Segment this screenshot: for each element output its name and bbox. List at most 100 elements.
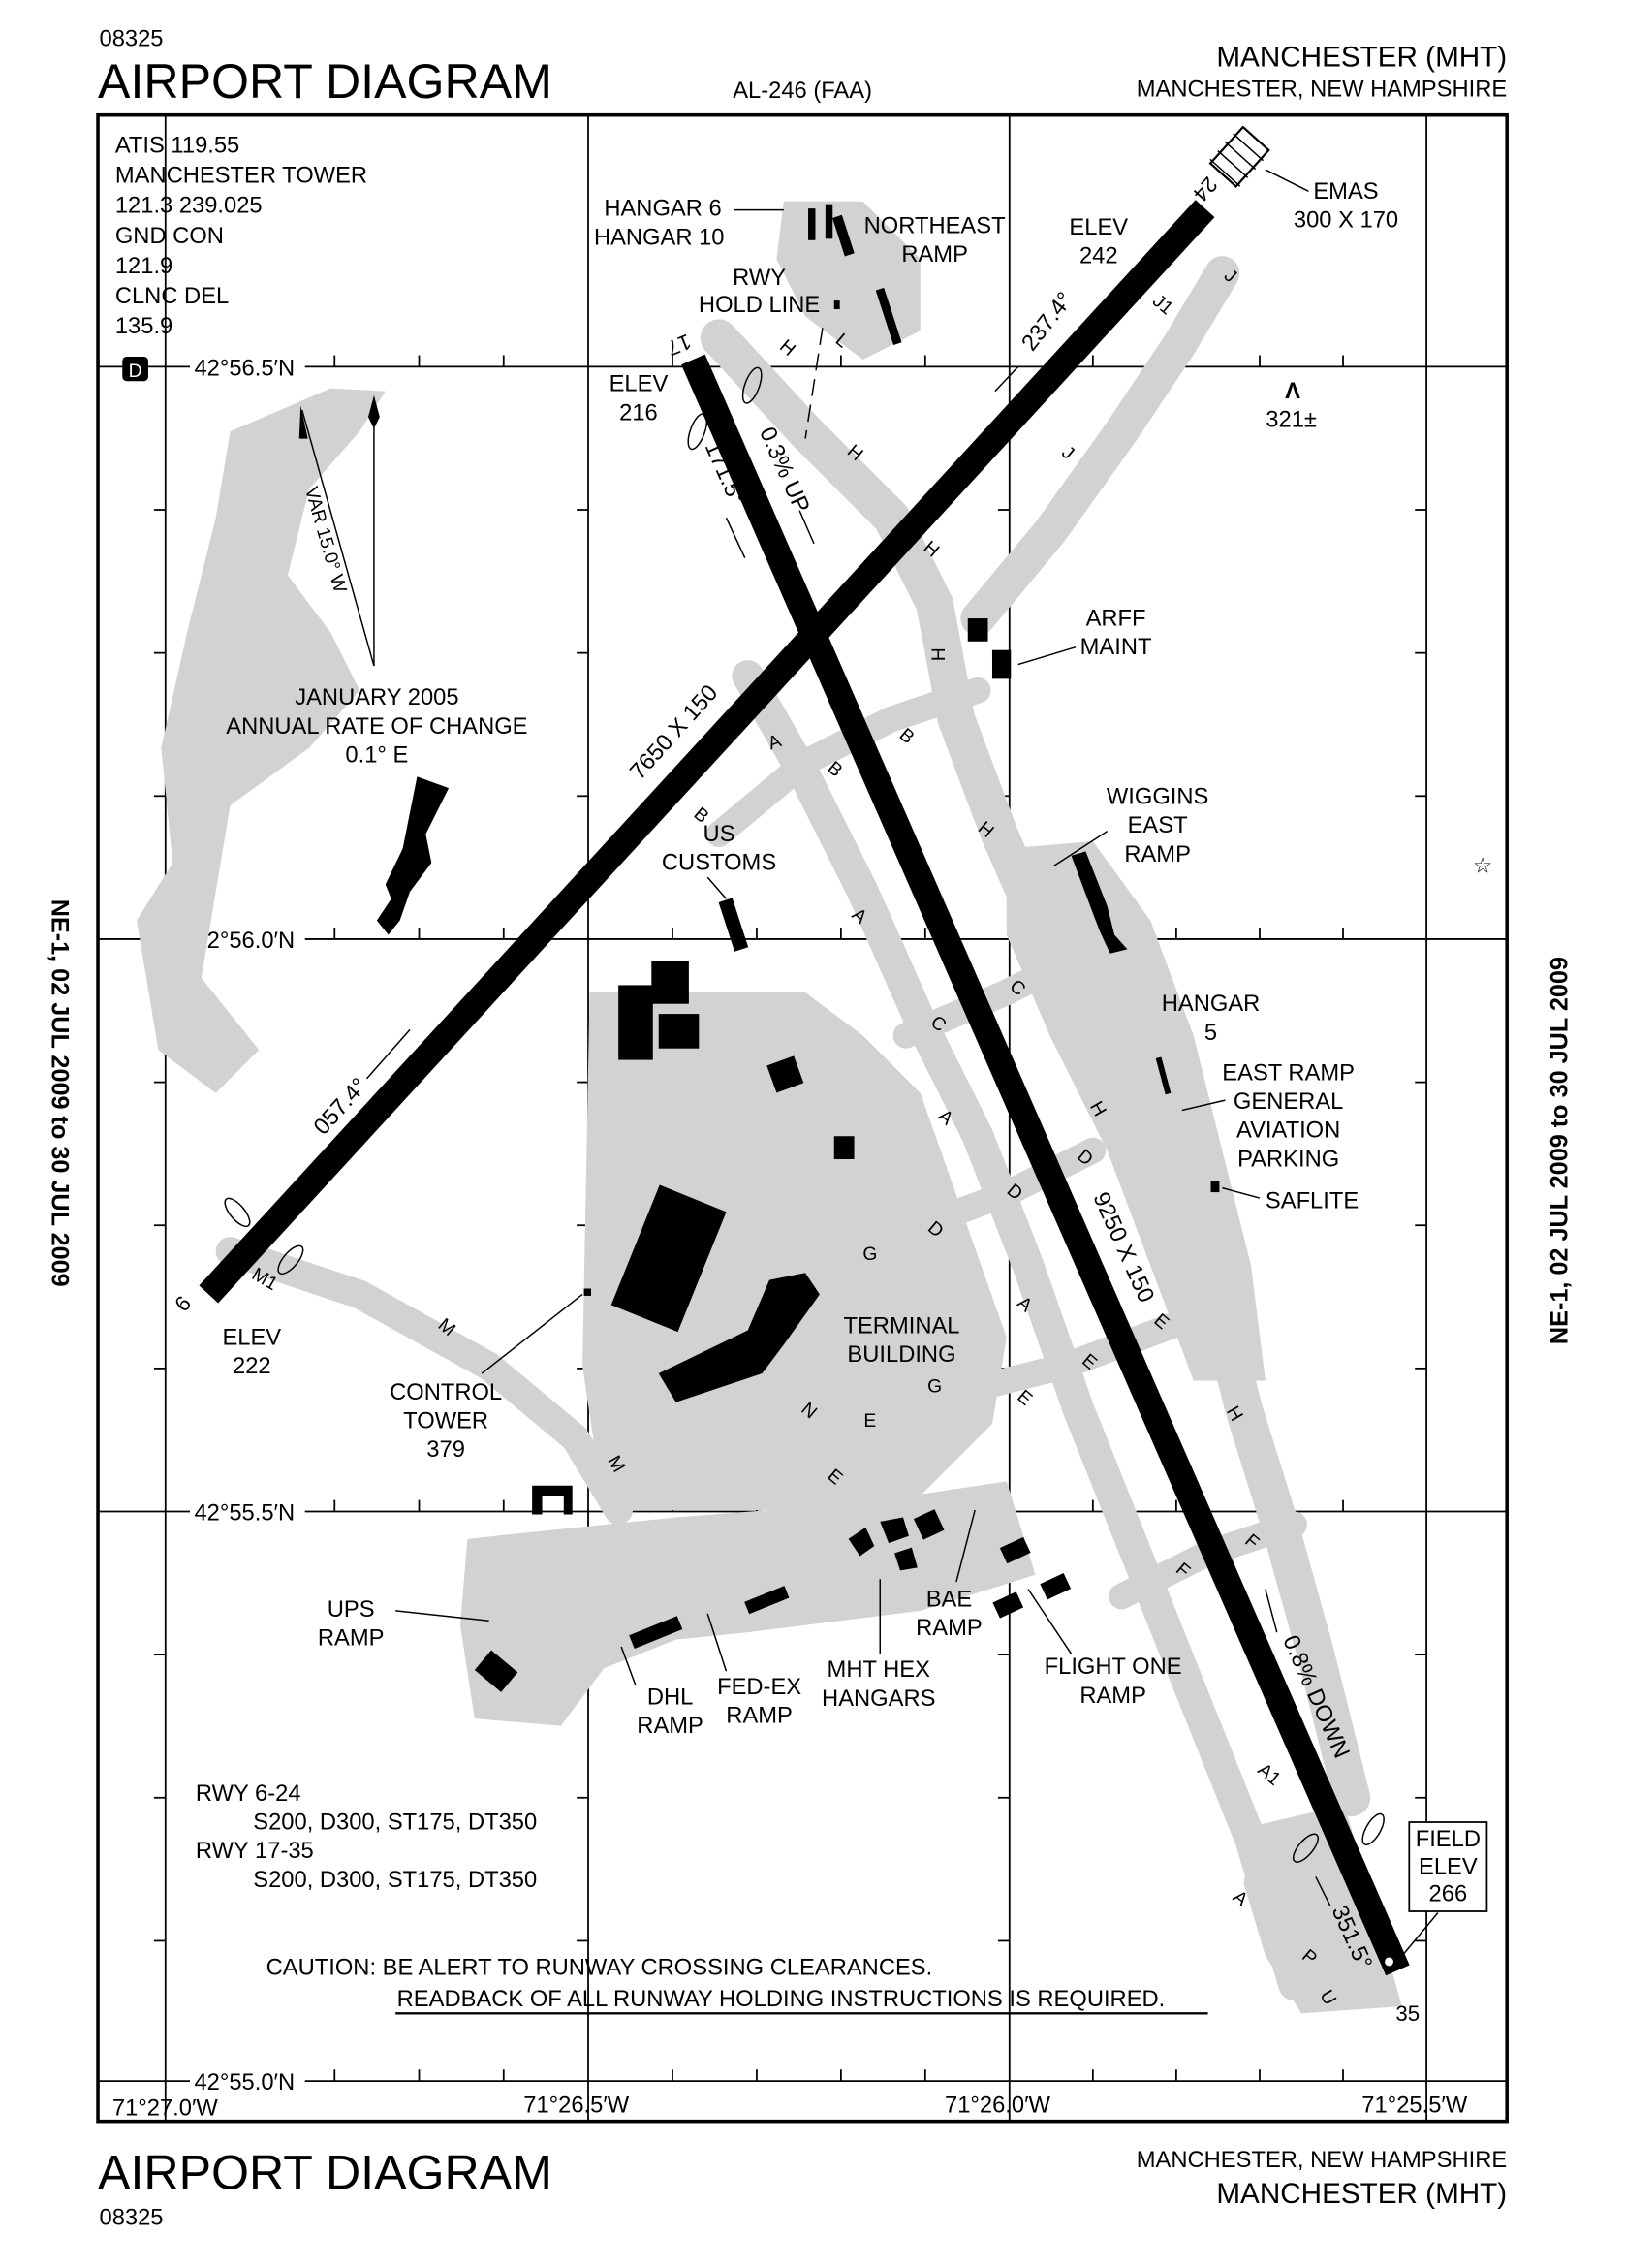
emas-leader: [1265, 169, 1309, 193]
maint-label: MAINT: [1080, 635, 1152, 660]
bae-ramp-leader: [955, 1509, 976, 1583]
control-tower-leader: [481, 1293, 583, 1374]
runway-17-35: [681, 354, 1410, 1976]
saflite-leader: [1222, 1186, 1261, 1199]
ups-ramp-label-2: RAMP: [318, 1626, 385, 1652]
mht-hex-label-2: HANGARS: [822, 1686, 935, 1712]
rwy-hold-line-label-2: HOLD LINE: [699, 293, 820, 318]
building: [833, 1136, 855, 1159]
ups-ramp-leader: [395, 1610, 489, 1622]
longitude-label: 71°26.0′W: [945, 2094, 1051, 2119]
latitude-label: 42°55.5′N: [194, 1500, 295, 1526]
latitude-label-bg: [190, 354, 305, 380]
rwy-hold-line-marker: [833, 300, 840, 310]
hangar-10: [825, 204, 833, 239]
taxiway-c-path: [892, 935, 1107, 1049]
field-elevation-point: [1385, 1957, 1393, 1967]
taxiway-label: G: [862, 1244, 877, 1265]
longitude-label: 71°26.5′W: [523, 2094, 630, 2119]
maint-leader: [1017, 646, 1077, 666]
wiggins-leader: [1053, 831, 1109, 866]
building: [658, 1014, 700, 1049]
building: [766, 1055, 804, 1093]
building: [532, 1485, 573, 1515]
field-elev-3: 266: [1429, 1882, 1468, 1907]
terminal-building: [658, 1273, 820, 1402]
rwy-35-heading-arrow: [1315, 1876, 1331, 1906]
frequency-line: 121.9: [115, 254, 172, 279]
east-ramp-label: EAST RAMP: [1222, 1060, 1355, 1086]
mht-hex-label: MHT HEX: [828, 1657, 931, 1683]
weight-bearing-rwy-6-24: RWY 6-24: [196, 1781, 301, 1807]
flight-one-building: [992, 1591, 1024, 1619]
east-ramp-label-4: PARKING: [1237, 1147, 1339, 1172]
d-symbol: D: [129, 362, 142, 382]
west-hangar-building: [376, 776, 450, 935]
left-margin-dates: NE-1, 02 JUL 2009 to 30 JUL 2009: [47, 899, 74, 1287]
fedex-ramp-label-2: RAMP: [726, 1704, 793, 1729]
control-tower-height: 379: [426, 1437, 465, 1463]
building: [618, 985, 653, 1060]
weight-bearing-rwy-17-35: RWY 17-35: [196, 1839, 314, 1864]
northeast-ramp-hangar: [875, 287, 902, 346]
wiggins-building: [1071, 851, 1128, 954]
flight-one-building: [999, 1536, 1031, 1564]
taxiway-label: H: [927, 647, 948, 661]
airport-name: MANCHESTER (MHT): [1216, 41, 1507, 73]
east-ramp-label-2: GENERAL: [1234, 1089, 1343, 1115]
northeast-ramp-label: NORTHEAST: [864, 213, 1006, 238]
rwy-35-slope-arrow: [1265, 1589, 1278, 1633]
taxiway-label: E: [863, 1411, 876, 1432]
arff-building: [967, 618, 988, 642]
taxiway-label: J1: [1148, 291, 1176, 319]
ups-ramp-label: UPS: [328, 1597, 375, 1622]
emas-area: [1208, 125, 1270, 188]
control-tower-label: CONTROL: [390, 1380, 502, 1405]
dhl-ramp-label-2: RAMP: [637, 1714, 703, 1739]
hot-spot-markers: [224, 366, 1385, 1863]
flight-one-leader: [1027, 1589, 1073, 1654]
hangar-10-label: HANGAR 10: [594, 225, 725, 250]
diagram-frame: [96, 112, 1509, 2124]
d-symbol-box: [122, 356, 148, 382]
us-customs-label-2: CUSTOMS: [662, 851, 776, 876]
arff-label: ARFF: [1086, 606, 1146, 631]
chart-id: AL-246 (FAA): [733, 79, 872, 104]
hangar-6-label: HANGAR 6: [604, 197, 721, 222]
rwy-6-end: 6: [170, 1291, 196, 1316]
rwy-6-elev-label: ELEV: [222, 1325, 281, 1350]
rwy-17-elev-label: ELEV: [609, 372, 669, 397]
flight-one-building: [1040, 1572, 1072, 1600]
longitude-label: 71°25.5′W: [1361, 2094, 1468, 2119]
ups-building: [474, 1650, 518, 1692]
magnetic-north-icon: [298, 405, 308, 439]
terminal-label: TERMINAL: [843, 1314, 959, 1339]
bae-building: [913, 1509, 945, 1540]
rwy-hold-line-leader: [804, 328, 824, 439]
rwy-6-heading-arrow: [365, 1028, 411, 1080]
flight-one-label: FLIGHT ONE: [1045, 1654, 1182, 1680]
hangar-5-label: HANGAR: [1162, 992, 1261, 1017]
true-north-icon: [367, 395, 380, 429]
dhl-ramp-leader: [620, 1646, 637, 1686]
taxiway-j-path: [960, 256, 1240, 636]
rwy-6-elev-value: 222: [233, 1354, 271, 1379]
field-elev-leader: [1401, 1912, 1439, 1957]
fedex-building: [744, 1586, 790, 1615]
magnetic-epoch-3: 0.1° E: [345, 742, 408, 768]
wiggins-label-2: EAST: [1128, 813, 1188, 838]
magnetic-epoch-1: JANUARY 2005: [295, 685, 458, 710]
maint-building: [991, 649, 1012, 679]
taxiway-m-path: [215, 1237, 634, 1525]
bae-ramp-label: BAE: [926, 1587, 972, 1612]
obstacle-icon: Λ: [1285, 379, 1300, 404]
caution-line-2: READBACK OF ALL RUNWAY HOLDING INSTRUCTI…: [397, 1987, 1166, 2012]
field-elev-1: FIELD: [1416, 1827, 1481, 1852]
mht-hex-hangar: [880, 1517, 909, 1544]
rwy-17-elev-value: 216: [619, 400, 658, 425]
frequency-line: 135.9: [115, 314, 172, 339]
frequency-line: CLNC DEL: [115, 284, 229, 309]
emas-dims: 300 X 170: [1294, 207, 1398, 233]
footer-title: AIRPORT DIAGRAM: [98, 2144, 552, 2199]
latitude-label-bg: [190, 1498, 305, 1525]
